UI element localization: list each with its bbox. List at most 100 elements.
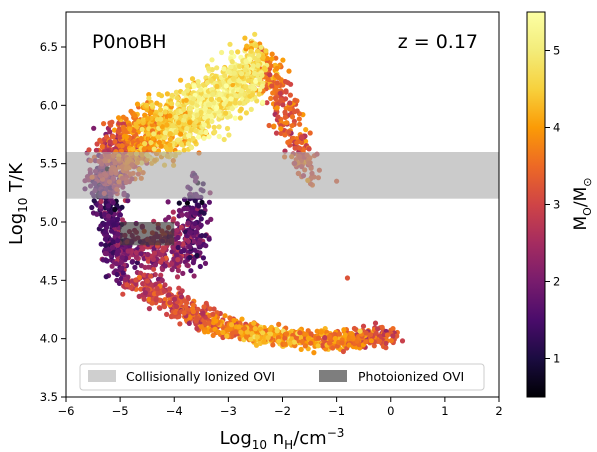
- hexbin-cell: [175, 244, 181, 251]
- hexbin-cell: [151, 266, 157, 272]
- hexbin-cell: [122, 277, 128, 283]
- hexbin-cell: [182, 298, 188, 304]
- hexbin-cell: [332, 335, 338, 342]
- hexbin-cell: [164, 311, 170, 317]
- hexbin-cell: [181, 90, 187, 96]
- hexbin-cell: [186, 320, 192, 326]
- hexbin-cell: [239, 71, 245, 77]
- hexbin-cell: [160, 256, 166, 262]
- legend-swatch-photoionized: [319, 370, 347, 382]
- hexbin-cell: [206, 134, 212, 140]
- hexbin-cell: [276, 338, 282, 344]
- hexbin-cell: [342, 332, 348, 338]
- hexbin-cell: [93, 147, 99, 153]
- hexbin-cell: [298, 346, 304, 352]
- hexbin-cell: [238, 88, 245, 94]
- hexbin-cell: [114, 271, 120, 278]
- hexbin-cell: [205, 65, 212, 72]
- hexbin-cell: [221, 66, 227, 72]
- hexbin-cell: [299, 134, 305, 140]
- legend: Collisionally Ionized OVI Photoionized O…: [79, 363, 485, 391]
- hexbin-cell: [107, 139, 113, 145]
- hexbin-cell: [273, 130, 280, 136]
- hexbin-cell: [175, 257, 181, 263]
- hexbin-cell: [154, 100, 160, 106]
- hexbin-cell: [336, 331, 342, 337]
- hexbin-cell: [144, 278, 151, 284]
- hexbin-cell: [139, 126, 145, 132]
- hexbin-cell: [199, 233, 205, 239]
- hexbin-cell: [131, 128, 137, 134]
- hexbin-cell: [326, 340, 333, 346]
- hexbin-cell: [306, 146, 312, 152]
- hexbin-cell: [287, 106, 293, 112]
- hexbin-cell: [140, 117, 146, 123]
- hexbin-cell: [200, 310, 206, 316]
- hexbin-cell: [110, 134, 116, 140]
- hexbin-cell: [116, 280, 122, 286]
- hexbin-cell: [178, 294, 185, 300]
- hexbin-cell: [244, 329, 250, 335]
- hexbin-cell: [228, 49, 235, 56]
- hexbin-cell: [153, 296, 159, 303]
- hexbin-cell: [394, 333, 400, 339]
- hexbin-cell: [158, 272, 164, 278]
- hexbin-cell: [162, 109, 168, 115]
- hexbin-cell: [94, 141, 100, 147]
- hexbin-cell: [146, 95, 152, 101]
- hexbin-cell: [89, 204, 95, 211]
- hexbin-cell: [181, 106, 187, 113]
- hexbin-cell: [351, 325, 357, 332]
- hexbin-cell: [125, 198, 131, 204]
- hexbin-cell: [128, 284, 134, 290]
- hexbin-cell: [186, 132, 192, 139]
- hexbin-cell: [267, 72, 273, 78]
- hexbin-cell: [156, 139, 162, 145]
- hexbin-cell: [215, 329, 221, 335]
- hexbin-cell: [244, 43, 250, 49]
- hexbin-cell: [237, 115, 243, 121]
- hexbin-cell: [231, 317, 237, 324]
- y-axis-ticks: 3.5 4.0 4.5 5.0 5.5 6.0 6.5: [40, 40, 66, 404]
- hexbin-cell: [169, 261, 175, 267]
- hexbin-cell: [272, 95, 278, 101]
- hexbin-cell: [326, 333, 333, 340]
- hexbin-cell: [259, 83, 265, 89]
- hexbin-cell: [105, 203, 111, 209]
- hexbin-cell: [134, 260, 140, 266]
- hexbin-cell: [125, 248, 131, 254]
- hexbin-cell: [86, 147, 92, 153]
- hexbin-cell: [140, 281, 146, 287]
- hexbin-cell: [259, 72, 265, 78]
- hexbin-cell: [162, 135, 168, 141]
- hexbin-cell: [118, 276, 124, 282]
- hexbin-cell: [201, 122, 207, 128]
- hexbin-cell: [303, 127, 309, 133]
- hexbin-cell: [120, 270, 126, 276]
- hexbin-cell: [193, 318, 199, 324]
- x-tick-label: −2: [274, 404, 291, 418]
- hexbin-cell: [257, 76, 263, 82]
- y-tick-label: 6.0: [40, 98, 58, 112]
- hexbin-cell: [208, 78, 214, 84]
- hexbin-cell: [119, 265, 125, 271]
- hexbin-cell: [99, 144, 105, 150]
- hexbin-cell: [128, 108, 134, 114]
- redshift-label: z = 0.17: [398, 31, 478, 53]
- hexbin-cell: [264, 55, 270, 61]
- x-tick-label: 2: [495, 404, 502, 418]
- hexbin-cell: [161, 288, 167, 294]
- hexbin-cell: [238, 106, 244, 112]
- legend-label-collisional: Collisionally Ionized OVI: [126, 369, 275, 384]
- hexbin-cell: [113, 261, 119, 267]
- hexbin-cell: [339, 340, 345, 346]
- hexbin-cell: [148, 273, 154, 279]
- hexbin-cell: [138, 135, 144, 142]
- hexbin-cell: [229, 106, 235, 112]
- hexbin-cell: [372, 320, 379, 326]
- hexbin-cell: [303, 138, 309, 144]
- hexbin-cell: [184, 211, 190, 218]
- hexbin-cell: [144, 102, 150, 108]
- hexbin-cell: [232, 100, 238, 106]
